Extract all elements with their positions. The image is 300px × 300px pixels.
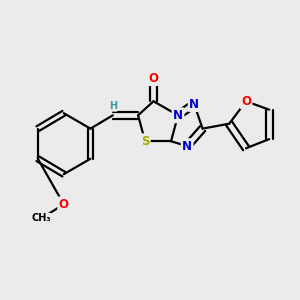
Text: S: S bbox=[141, 135, 149, 148]
Text: O: O bbox=[59, 198, 69, 211]
Text: H: H bbox=[109, 101, 117, 111]
Text: N: N bbox=[189, 98, 199, 111]
Text: N: N bbox=[173, 109, 183, 122]
Text: O: O bbox=[241, 95, 251, 108]
Text: O: O bbox=[36, 212, 46, 225]
Text: CH₃: CH₃ bbox=[32, 213, 51, 224]
Text: N: N bbox=[182, 140, 192, 153]
Text: O: O bbox=[148, 72, 158, 85]
